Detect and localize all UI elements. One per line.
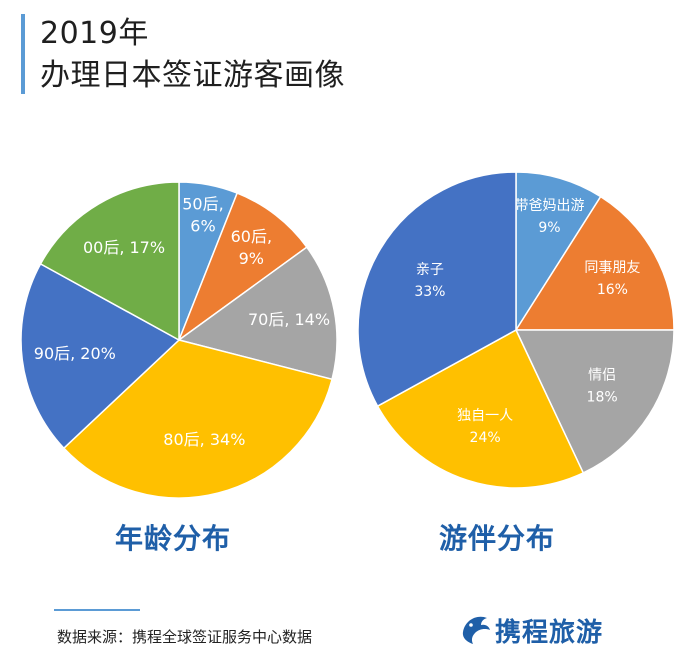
companion-slice-label-2: 情侣 18% (587, 368, 618, 406)
companion-slice-3 (376, 328, 585, 489)
data-source-note: 数据来源：携程全球签证服务中心数据 (57, 628, 313, 646)
companion-chart-title: 游伴分布 (438, 522, 555, 555)
companion-slice-0 (515, 171, 602, 333)
source-divider (54, 609, 140, 611)
companion-slice-label-0: 带爸妈出游 9% (514, 198, 584, 236)
age-slice-label-5: 00后, 17% (83, 238, 165, 257)
age-chart-title: 年龄分布 (114, 522, 231, 555)
age-slice-label-2: 70后, 14% (248, 310, 330, 329)
companion-slice-label-3: 独自一人 24% (457, 408, 513, 446)
companion-slice-2 (514, 329, 675, 474)
title-accent-bar (21, 14, 25, 94)
age-slice-4 (20, 262, 181, 450)
age-slice-label-3: 80后, 34% (163, 430, 245, 449)
companion-slice-label-4: 亲子 33% (414, 262, 445, 300)
age-slice-2 (177, 246, 338, 381)
age-slice-3 (62, 339, 333, 499)
age-slice-5 (39, 181, 180, 342)
dolphin-logo-icon (462, 616, 490, 644)
companion-slice-1 (514, 195, 675, 331)
page-title-year: 2019年 (40, 16, 149, 51)
age-slice-label-1: 60后, 9% (231, 227, 272, 268)
logo-wordmark: 携程旅游 (495, 618, 604, 648)
age-slice-label-4: 90后, 20% (34, 344, 116, 363)
age-slice-1 (177, 192, 308, 343)
age-slice-label-0: 50后, 6% (182, 194, 223, 235)
ctrip-logo[interactable]: 携程旅游 (459, 610, 649, 650)
companion-slice-label-1: 同事朋友 16% (584, 260, 640, 298)
companion-slice-4 (357, 171, 517, 408)
page-title: 办理日本签证游客画像 (40, 58, 345, 93)
